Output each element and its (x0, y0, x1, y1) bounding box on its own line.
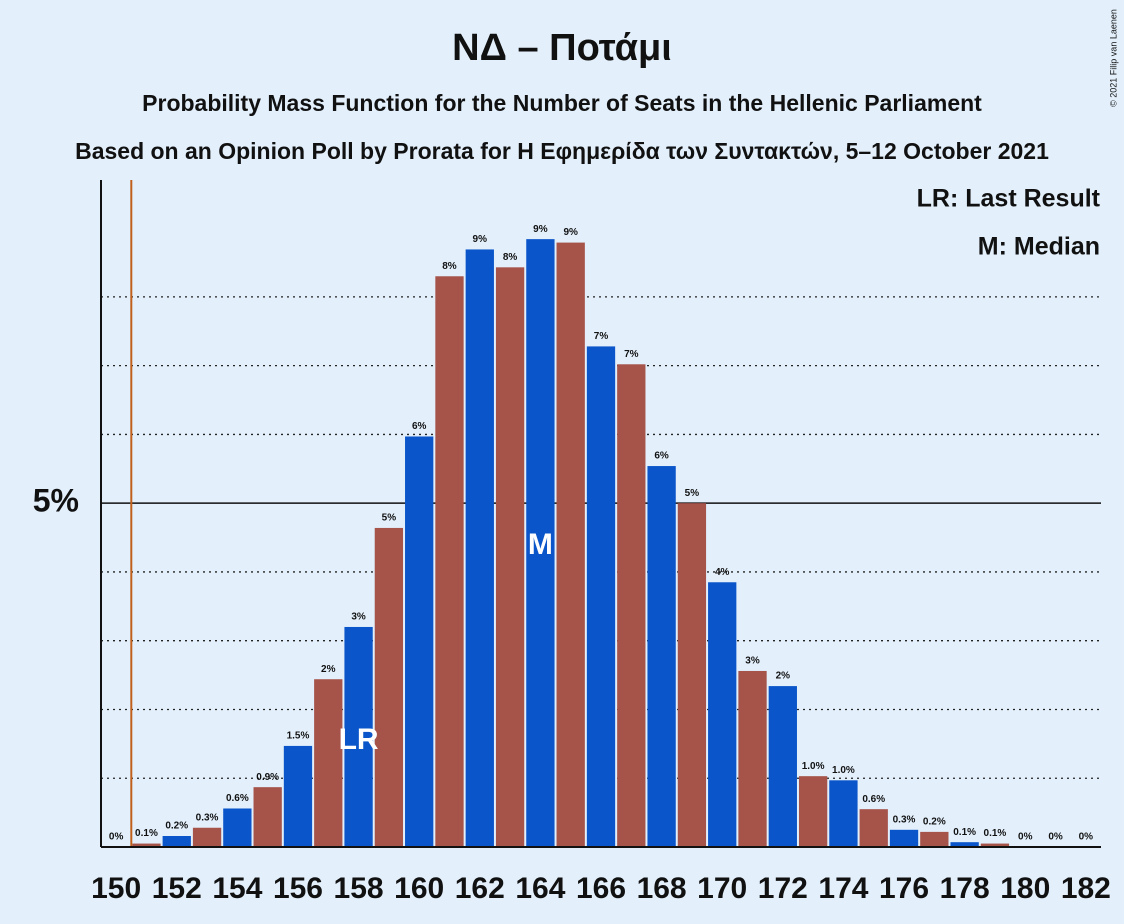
value-label: 0.1% (135, 828, 158, 839)
x-tick-label: 162 (455, 872, 505, 905)
bar (647, 466, 676, 847)
value-label: 5% (685, 488, 700, 499)
bar (162, 835, 191, 847)
bar (798, 776, 828, 847)
legend-entry: LR: Last Result (917, 185, 1101, 213)
value-label: 1.0% (832, 765, 855, 776)
value-label: 2% (321, 664, 336, 675)
bar (617, 364, 646, 847)
bar (708, 582, 737, 847)
x-tick-label: 172 (758, 872, 808, 905)
chart-subtitle: Probability Mass Function for the Number… (142, 90, 982, 116)
bar (677, 503, 707, 847)
value-label: 0.3% (196, 812, 219, 823)
value-label: 4% (715, 567, 730, 578)
x-tick-label: 166 (576, 872, 626, 905)
bar (859, 809, 888, 847)
x-tick-label: 152 (152, 872, 202, 905)
value-label: 0% (109, 832, 124, 843)
bar (465, 249, 494, 848)
bar (768, 686, 797, 847)
bar (314, 679, 343, 847)
value-label: 2% (776, 671, 791, 682)
legend-entry: M: Median (978, 233, 1100, 261)
x-tick-label: 176 (879, 872, 929, 905)
bar (132, 843, 161, 847)
x-tick-label: 180 (1000, 872, 1050, 905)
value-label: 0.6% (862, 794, 885, 805)
bar (223, 808, 252, 847)
value-label: 9% (473, 234, 488, 245)
x-tick-label: 170 (697, 872, 747, 905)
value-label: 0% (1018, 832, 1033, 843)
value-label: 1.0% (802, 761, 825, 772)
x-tick-label: 150 (91, 872, 141, 905)
value-label: 9% (563, 227, 578, 238)
x-tick-label: 178 (940, 872, 990, 905)
x-tick-label: 156 (273, 872, 323, 905)
x-tick-label: 174 (818, 872, 868, 905)
value-label: 7% (624, 349, 639, 360)
bar (556, 242, 585, 848)
bar (283, 745, 313, 847)
copyright: © 2021 Filip van Laenen (1108, 9, 1118, 107)
x-tick-label: 158 (334, 872, 384, 905)
x-tick-label: 154 (212, 872, 262, 905)
chart-subtitle: Based on an Opinion Poll by Prorata for … (75, 138, 1049, 164)
bar (889, 829, 919, 847)
bar (192, 827, 222, 847)
value-label: 0.2% (165, 821, 188, 832)
value-label: 8% (442, 261, 457, 272)
value-label: 0.3% (893, 814, 916, 825)
value-label: 6% (654, 451, 669, 462)
median-label: M (528, 528, 553, 561)
value-label: 0.1% (984, 828, 1007, 839)
y-tick-label: 5% (33, 483, 79, 519)
value-label: 0.2% (923, 817, 946, 828)
value-label: 1.5% (287, 731, 310, 742)
x-tick-label: 164 (515, 872, 565, 905)
bar (253, 787, 282, 847)
value-label: 9% (533, 224, 548, 235)
value-label: 0% (1079, 832, 1094, 843)
x-tick-label: 182 (1061, 872, 1111, 905)
bar (920, 831, 949, 847)
value-label: 8% (503, 252, 518, 263)
value-label: 0.1% (953, 827, 976, 838)
bar (526, 239, 555, 847)
bar (586, 346, 616, 847)
value-label: 0.6% (226, 793, 249, 804)
value-label: 6% (412, 421, 427, 432)
bar (435, 276, 464, 847)
x-tick-label: 160 (394, 872, 444, 905)
value-label: 3% (351, 612, 366, 623)
value-label: 3% (745, 656, 760, 667)
value-label: 5% (382, 513, 397, 524)
value-label: 0% (1048, 832, 1063, 843)
value-label: 7% (594, 331, 609, 342)
bar (980, 843, 1010, 847)
bar (950, 842, 979, 847)
chart-title: ΝΔ – Ποτάμι (452, 27, 672, 69)
value-label: 0.9% (256, 772, 279, 783)
bar (344, 626, 373, 847)
bar (738, 670, 767, 847)
last-result-label: LR (339, 723, 379, 756)
bar (495, 267, 525, 847)
x-tick-label: 168 (637, 872, 687, 905)
bar (405, 436, 434, 847)
bar (829, 780, 858, 847)
bar (374, 527, 404, 847)
